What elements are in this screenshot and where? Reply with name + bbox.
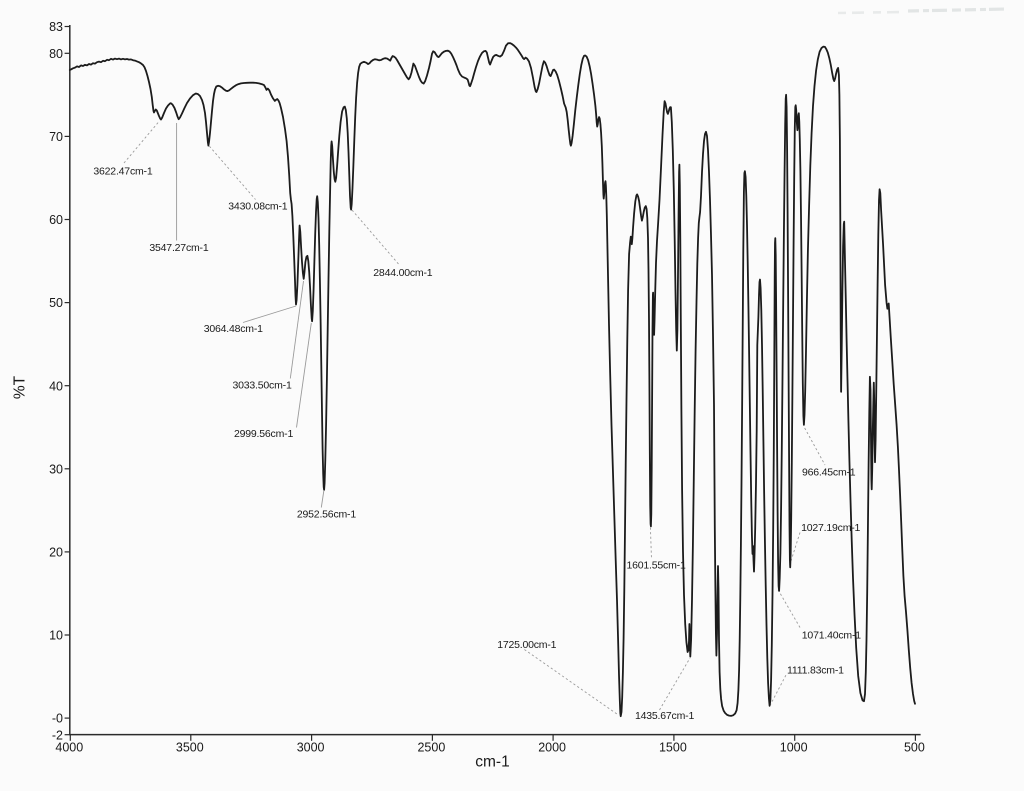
svg-text:966.45cm-1: 966.45cm-1 [802,467,856,479]
svg-text:%T: %T [12,375,29,399]
svg-text:2952.56cm-1: 2952.56cm-1 [297,508,356,520]
svg-text:1435.67cm-1: 1435.67cm-1 [635,710,694,722]
svg-text:4000: 4000 [55,741,83,755]
svg-text:1027.19cm-1: 1027.19cm-1 [801,522,860,534]
svg-text:10: 10 [49,629,63,643]
svg-text:1725.00cm-1: 1725.00cm-1 [497,639,556,651]
svg-text:2500: 2500 [417,741,445,755]
svg-text:80: 80 [49,47,63,61]
svg-text:2000: 2000 [538,741,566,755]
svg-text:1111.83cm-1: 1111.83cm-1 [787,664,844,676]
svg-text:-2: -2 [52,728,63,742]
svg-text:2999.56cm-1: 2999.56cm-1 [234,428,293,440]
svg-text:3430.08cm-1: 3430.08cm-1 [228,200,287,212]
svg-text:1071.40cm-1: 1071.40cm-1 [802,630,861,642]
svg-text:2844.00cm-1: 2844.00cm-1 [373,267,432,279]
svg-text:3547.27cm-1: 3547.27cm-1 [149,242,208,254]
svg-text:-0: -0 [52,712,63,726]
svg-text:1000: 1000 [780,741,808,755]
svg-text:1601.55cm-1: 1601.55cm-1 [627,559,686,571]
svg-text:500: 500 [904,741,925,755]
svg-text:3000: 3000 [297,741,325,755]
svg-text:60: 60 [49,213,63,227]
svg-text:3622.47cm-1: 3622.47cm-1 [93,165,152,177]
svg-text:3500: 3500 [176,741,204,755]
svg-text:3033.50cm-1: 3033.50cm-1 [233,379,292,391]
svg-text:20: 20 [49,546,63,560]
svg-text:3064.48cm-1: 3064.48cm-1 [204,323,263,335]
svg-text:40: 40 [49,379,63,393]
svg-text:30: 30 [49,462,63,476]
svg-text:cm-1: cm-1 [475,754,509,771]
svg-text:70: 70 [49,130,63,144]
svg-text:1500: 1500 [659,741,687,755]
svg-text:83: 83 [49,20,63,34]
svg-text:50: 50 [49,296,63,310]
